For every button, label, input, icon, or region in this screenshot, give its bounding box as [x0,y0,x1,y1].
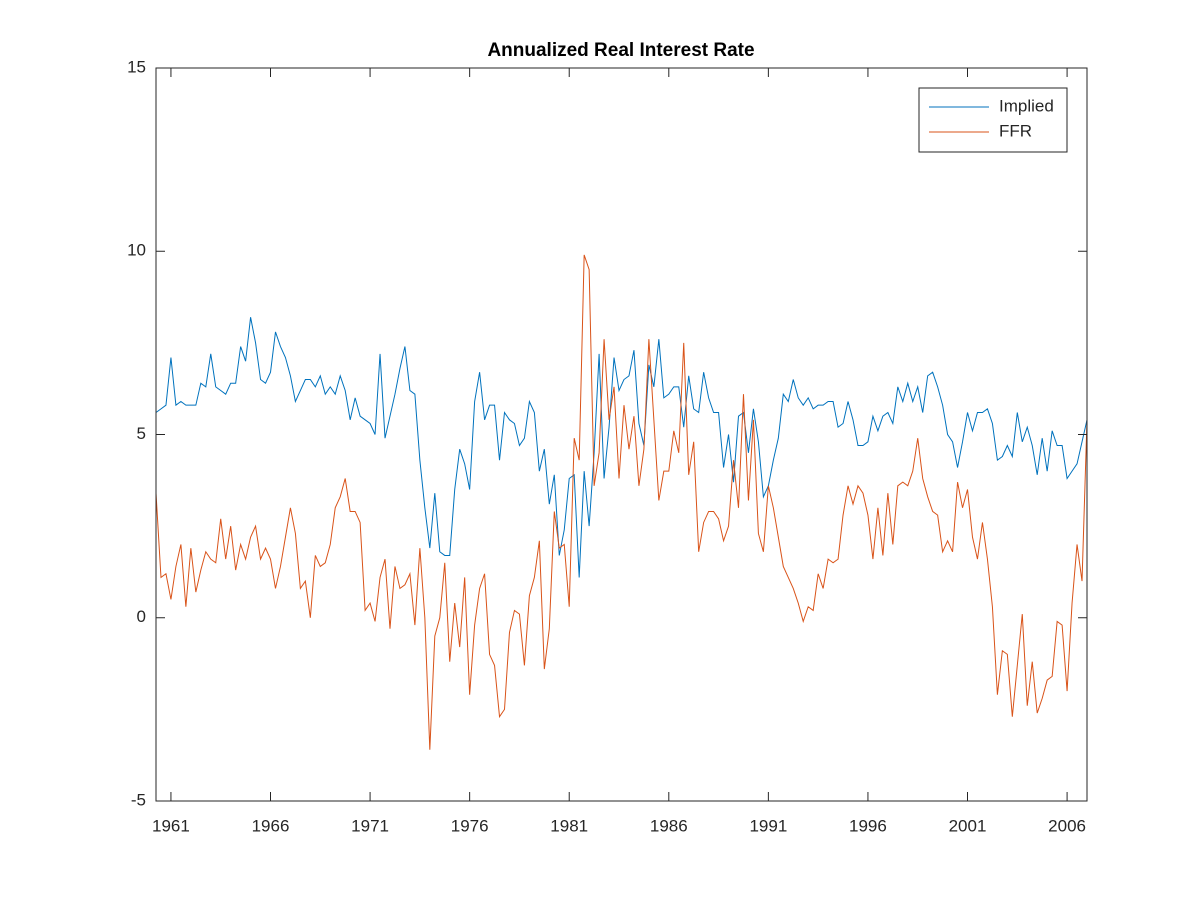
x-tick-label: 2001 [949,816,987,835]
x-tick-label: 1996 [849,816,887,835]
legend-label: FFR [999,121,1032,140]
legend-label: Implied [999,96,1054,115]
data-line [155,317,1088,578]
data-line [155,254,1088,750]
y-tick-label: 0 [137,607,146,626]
x-tick-label: 1986 [650,816,688,835]
legend-box [918,87,1068,153]
x-tick-label: 1976 [451,816,489,835]
x-tick-label: 1991 [749,816,787,835]
y-tick-label: 10 [127,241,146,260]
y-tick-label: -5 [131,790,146,809]
x-tick-label: 2006 [1048,816,1086,835]
x-tick-label: 1961 [152,816,190,835]
y-tick-label: 5 [137,424,146,443]
x-tick-label: 1981 [550,816,588,835]
y-tick-label: 15 [127,57,146,76]
x-tick-label: 1966 [252,816,290,835]
chart-title: Annualized Real Interest Rate [487,40,754,61]
x-tick-label: 1971 [351,816,389,835]
